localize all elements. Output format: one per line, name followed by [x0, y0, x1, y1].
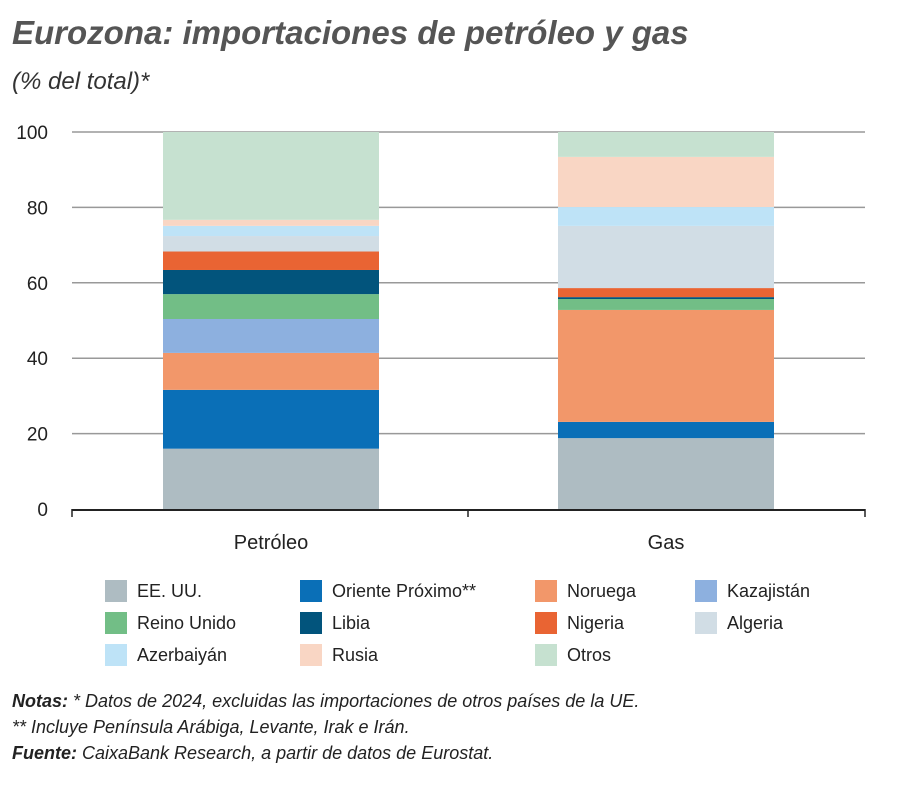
- legend-label: Reino Unido: [137, 612, 237, 633]
- bar-segment-kazajist-n: [163, 318, 379, 353]
- legend-item: Libia: [300, 612, 370, 634]
- bar-segment-azerbaiy-n: [558, 207, 774, 226]
- legend-item: Azerbaiyán: [105, 644, 227, 666]
- y-tick-label: 20: [27, 425, 48, 446]
- legend-label: Kazajistán: [727, 580, 811, 601]
- legend-item: Noruega: [535, 580, 636, 602]
- legend-swatch: [105, 580, 127, 602]
- chart-subtitle: (% del total)*: [12, 68, 150, 95]
- source-text: CaixaBank Research, a partir de datos de…: [77, 743, 494, 763]
- legend-item: Otros: [535, 644, 611, 666]
- notes: Notas: * Datos de 2024, excluidas las im…: [12, 688, 639, 766]
- bar-segment-otros: [163, 132, 379, 220]
- bar-segment-algeria: [558, 225, 774, 289]
- legend-label: Noruega: [567, 580, 637, 601]
- bar-segment-otros: [558, 132, 774, 157]
- legend-swatch: [535, 612, 557, 634]
- y-tick-label: 0: [37, 500, 48, 521]
- legend-swatch: [300, 612, 322, 634]
- bar-segment-azerbaiy-n: [163, 225, 379, 237]
- bar-segment-noruega: [163, 352, 379, 390]
- y-tick-label: 40: [27, 349, 48, 370]
- legend-swatch: [535, 644, 557, 666]
- legend-label: EE. UU.: [137, 580, 203, 601]
- legend-label: Rusia: [332, 644, 379, 665]
- bar-segment-nigeria: [558, 288, 774, 298]
- stacked-bar-chart: 0 20 40 60 80 100 Petróleo Gas: [16, 123, 866, 554]
- bar-segment-rusia: [163, 219, 379, 226]
- y-tick-label: 100: [16, 123, 48, 144]
- legend-swatch: [695, 580, 717, 602]
- legend-item: Oriente Próximo**: [300, 580, 476, 602]
- legend-item: Nigeria: [535, 612, 624, 634]
- legend-label: Otros: [567, 644, 612, 665]
- source-label: Fuente:: [12, 743, 77, 763]
- notes-label: Notas:: [12, 691, 69, 711]
- legend-label: Algeria: [727, 612, 784, 633]
- legend-item: Kazajistán: [695, 580, 810, 602]
- bar-segment-reino-unido: [163, 294, 379, 319]
- legend-item: Rusia: [300, 644, 378, 666]
- bar-segment-libia: [558, 297, 774, 300]
- x-tick-label: Gas: [648, 532, 685, 554]
- legend-label: Nigeria: [567, 612, 625, 633]
- bar-segment-oriente-pr-ximo-: [558, 421, 774, 439]
- legend-swatch: [695, 612, 717, 634]
- legend-label: Libia: [332, 612, 371, 633]
- bar-segment-oriente-pr-ximo-: [163, 389, 379, 449]
- bar-segment-ee-uu-: [558, 438, 774, 509]
- bar-segment-reino-unido: [558, 299, 774, 310]
- bar-segment-libia: [163, 269, 379, 295]
- legend-label: Oriente Próximo**: [332, 580, 477, 601]
- bar-segment-rusia: [558, 156, 774, 208]
- bar-segment-noruega: [558, 309, 774, 422]
- legend-swatch: [535, 580, 557, 602]
- legend-label: Azerbaiyán: [137, 644, 228, 665]
- x-tick-label: Petróleo: [234, 532, 309, 554]
- legend-swatch: [300, 644, 322, 666]
- legend-swatch: [105, 612, 127, 634]
- notes-text: * Datos de 2024, excluidas las importaci…: [68, 691, 640, 711]
- y-tick-label: 60: [27, 274, 48, 295]
- legend-item: Reino Unido: [105, 612, 236, 634]
- legend-swatch: [105, 644, 127, 666]
- chart-title: Eurozona: importaciones de petróleo y ga…: [12, 14, 689, 51]
- legend-item: EE. UU.: [105, 580, 202, 602]
- y-tick-label: 80: [27, 198, 48, 219]
- notes-line2: ** Incluye Península Arábiga, Levante, I…: [12, 717, 410, 737]
- bar-segment-algeria: [163, 236, 379, 252]
- bar-segment-nigeria: [163, 251, 379, 270]
- legend-swatch: [300, 580, 322, 602]
- legend-item: Algeria: [695, 612, 783, 634]
- bar-segment-ee-uu-: [163, 448, 379, 509]
